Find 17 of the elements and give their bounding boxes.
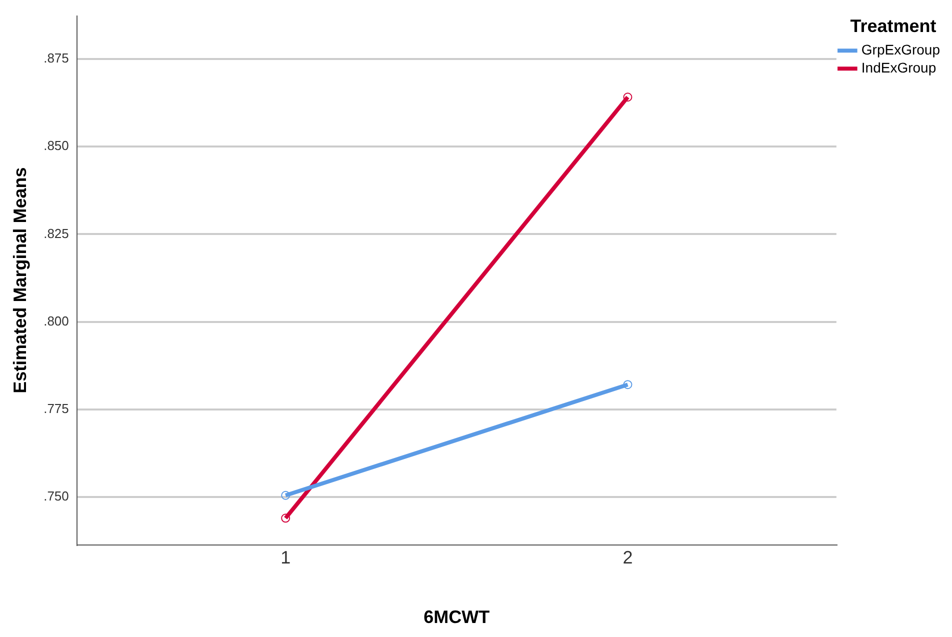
- point: [281, 490, 290, 500]
- legend-label: GrpExGroup: [861, 41, 940, 58]
- y-axis-title: Estimated Marginal Means: [10, 167, 30, 394]
- y-tick-label: .825: [44, 226, 69, 241]
- x-axis-title: 6MCWT: [424, 607, 490, 628]
- y-tick-label: .775: [44, 401, 69, 416]
- point: [623, 92, 632, 102]
- y-tick-label: .800: [44, 313, 69, 328]
- point: [281, 514, 290, 523]
- legend-title: Treatment: [850, 16, 936, 36]
- y-tick-label: .850: [44, 138, 69, 154]
- y-tick-label: .875: [44, 50, 69, 66]
- x-tick-label: 2: [622, 548, 633, 568]
- point: [623, 380, 632, 390]
- x-tick-label: 1: [280, 548, 291, 568]
- y-tick-label: .750: [44, 488, 69, 504]
- legend-label: IndExGroup: [861, 59, 936, 76]
